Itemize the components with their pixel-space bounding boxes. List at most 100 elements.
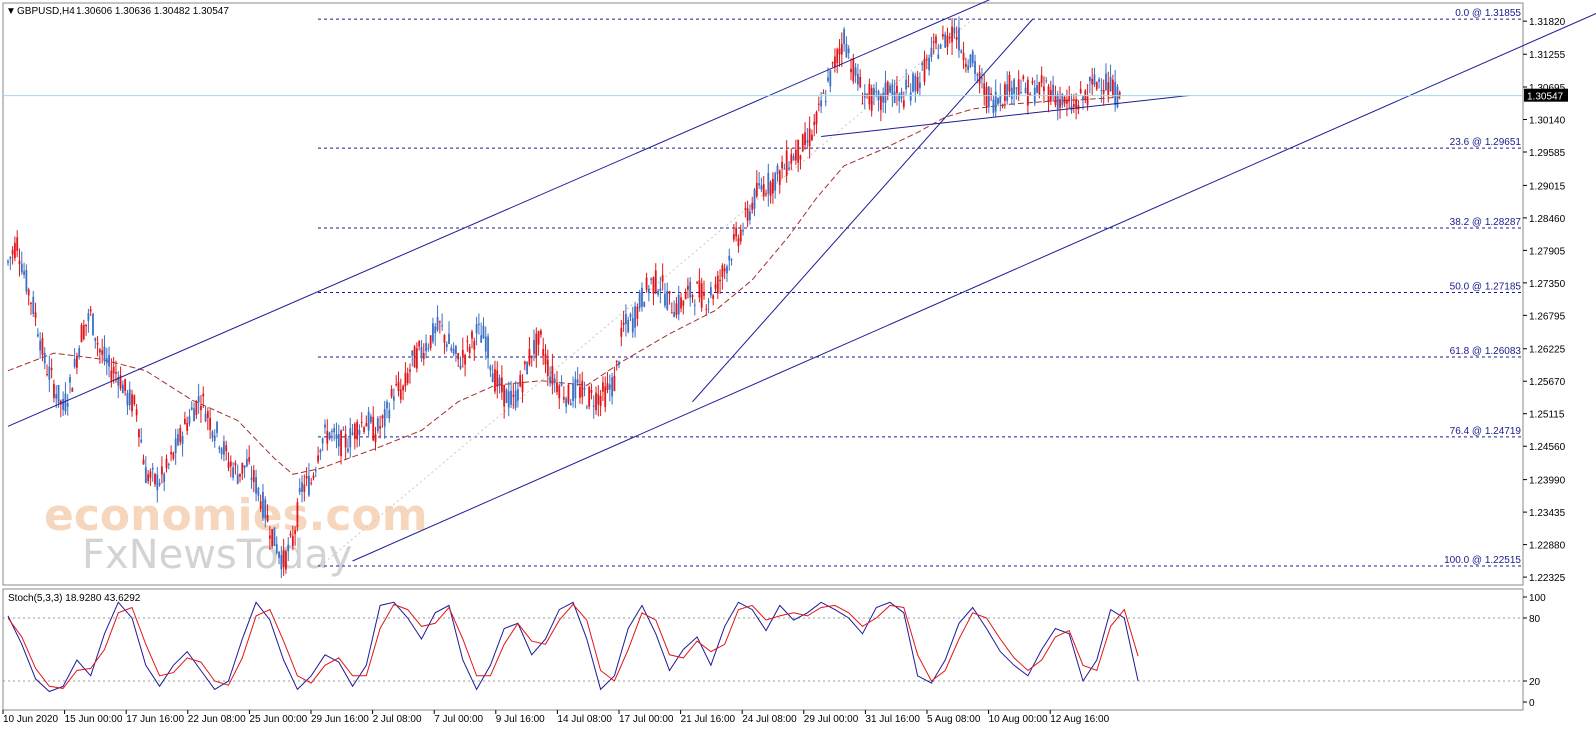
candle-body <box>190 407 193 410</box>
candle-body <box>340 430 342 457</box>
candle-body <box>1056 94 1059 110</box>
candle-body <box>558 385 561 399</box>
candle-body <box>693 304 696 306</box>
candle-body <box>252 470 255 483</box>
candle-body <box>429 335 432 348</box>
candle-body <box>262 492 264 518</box>
candle-body <box>670 312 673 314</box>
candle-body <box>1072 104 1075 107</box>
candle-body <box>801 134 804 152</box>
candle-body <box>914 75 917 92</box>
candle-body <box>769 182 772 196</box>
candle-body <box>944 34 947 48</box>
candle-body <box>498 377 501 386</box>
candle-body <box>457 353 460 360</box>
candle-body <box>967 65 970 71</box>
candle-body <box>41 338 44 355</box>
candle-body <box>119 375 122 389</box>
candle-body <box>239 473 241 477</box>
candle-body <box>464 354 467 365</box>
candle-body <box>427 348 430 350</box>
candle-body <box>66 403 69 407</box>
candle-body <box>597 394 600 405</box>
fibonacci-layer: 0.0 @ 1.31855 23.6 @ 1.29651 38.2 @ 1.2828… <box>318 8 1523 567</box>
moving-average-line <box>7 96 1120 475</box>
candle-body <box>399 389 402 400</box>
candle-body <box>790 154 793 164</box>
candle-body <box>438 321 441 323</box>
candle-body <box>772 178 774 194</box>
candle-body <box>319 449 322 453</box>
price-axis: 1.31820 1.31255 1.30695 1.30140 1.29585 1.290… <box>3 17 1568 584</box>
candle-body <box>23 271 25 275</box>
trend-line <box>692 19 1033 403</box>
candle-body <box>494 369 496 392</box>
candle-body <box>510 390 512 405</box>
candle-body <box>496 370 499 387</box>
candle-body <box>243 465 246 469</box>
candle-body <box>491 373 494 383</box>
candle-body <box>739 229 742 242</box>
candle-body <box>824 101 827 103</box>
candle-body <box>581 380 584 398</box>
candle-body <box>294 530 297 534</box>
candle-body <box>409 369 411 372</box>
candle-body <box>919 82 921 89</box>
candle-body <box>1001 105 1004 107</box>
candle-body <box>370 416 372 423</box>
candle-body <box>834 56 836 68</box>
price-tick-label: 1.28460 <box>1529 214 1566 225</box>
candle-body <box>386 401 388 409</box>
candle-body <box>303 484 306 492</box>
price-tick-label: 1.27905 <box>1529 246 1566 257</box>
candle-body <box>822 92 825 94</box>
candle-body <box>751 203 754 210</box>
candle-body <box>275 544 278 554</box>
time-tick-label: 10 Jun 2020 <box>3 714 58 725</box>
time-tick-label: 24 Jul 08:00 <box>742 714 797 725</box>
candle-body <box>285 551 287 570</box>
candle-body <box>817 103 820 105</box>
candle-body <box>241 462 244 474</box>
time-tick-label: 17 Jun 16:00 <box>126 714 184 725</box>
candle-body <box>958 27 960 51</box>
candle-body <box>117 377 120 386</box>
candle-body <box>696 282 698 284</box>
chart-dropdown-icon[interactable]: ▼ <box>6 6 16 17</box>
candle-body <box>183 418 186 425</box>
candle-body <box>728 255 731 261</box>
candle-body <box>712 295 715 300</box>
candle-body <box>1061 93 1064 106</box>
candle-body <box>27 289 30 296</box>
time-tick-label: 10 Aug 00:00 <box>989 714 1048 725</box>
price-tick-label: 1.25670 <box>1529 377 1566 388</box>
candle-body <box>1024 87 1027 93</box>
candle-body <box>873 88 875 96</box>
candle-body <box>698 280 701 298</box>
candle-body <box>450 347 453 351</box>
stoch-signal-line <box>7 603 1139 689</box>
candle-body <box>477 323 480 325</box>
candle-body <box>124 379 127 391</box>
candle-body <box>916 76 919 92</box>
candle-body <box>142 459 145 465</box>
trend-line <box>7 0 991 427</box>
candle-body <box>1020 92 1022 94</box>
candle-body <box>101 350 104 355</box>
candle-body <box>1111 79 1114 96</box>
candle-body <box>806 140 809 143</box>
price-tick-label: 1.26795 <box>1529 311 1566 322</box>
candle-body <box>604 386 607 407</box>
candle-body <box>879 94 882 110</box>
candle-body <box>108 354 110 367</box>
stoch-tick-label: 100 <box>1529 593 1546 604</box>
candle-body <box>425 343 427 352</box>
candle-body <box>850 68 852 73</box>
candle-body <box>181 436 184 445</box>
candle-body <box>928 57 930 71</box>
candle-body <box>951 26 953 43</box>
candle-body <box>92 313 94 336</box>
candle-body <box>500 377 503 393</box>
candle-body <box>767 172 770 194</box>
candle-body <box>641 287 643 307</box>
